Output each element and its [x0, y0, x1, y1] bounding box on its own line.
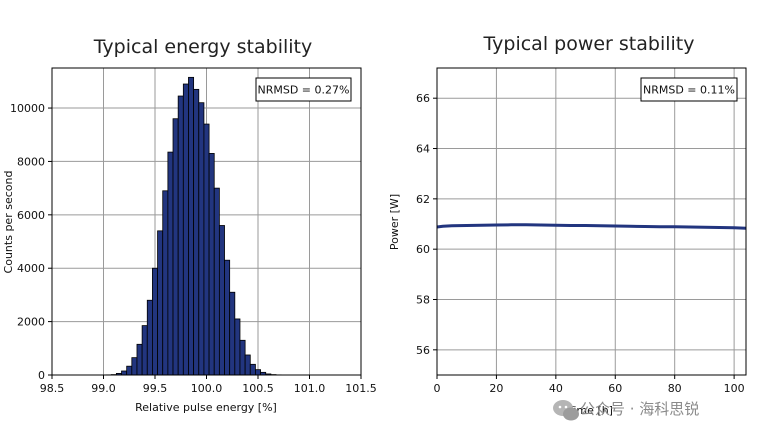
histogram-bar [224, 259, 231, 376]
power-chart-title: Typical power stability [483, 33, 695, 55]
histogram-bar [177, 95, 184, 376]
power-y-tick-label: 66 [416, 92, 430, 105]
histogram-bar [213, 187, 220, 376]
power-y-label: Power [W] [388, 194, 401, 250]
energy-nrmsd-box [255, 77, 352, 102]
histogram-bar [167, 151, 174, 376]
histogram-bar [152, 267, 158, 376]
power-x-ticks: 0 20 40 60 80 100 [434, 375, 745, 395]
histogram-bar [126, 365, 133, 376]
power-grid [436, 68, 746, 375]
power-x-tick-label: 100 [724, 382, 745, 395]
histogram-bar [157, 230, 164, 376]
power-y-tick-label: 56 [416, 344, 430, 357]
histogram-bar [146, 299, 153, 376]
histogram-bar [141, 325, 148, 376]
histogram-bar [255, 369, 261, 376]
power-nrmsd-box [640, 77, 738, 102]
energy-histogram-chart: Typical energy stability 98.5 99.0 99.5 100… [2, 36, 377, 414]
histogram-bar [121, 370, 128, 376]
energy-y-tick-label: 2000 [17, 316, 45, 329]
histogram-bar [208, 153, 215, 376]
power-y-tick-label: 62 [416, 193, 430, 206]
energy-x-tick-label: 100.0 [191, 382, 223, 395]
power-x-tick-label: 40 [549, 382, 563, 395]
wechat-icon [553, 400, 579, 421]
energy-y-label: Counts per second [2, 171, 15, 274]
power-x-tick-label: 20 [489, 382, 503, 395]
histogram-bar [218, 225, 225, 376]
energy-chart-title: Typical energy stability [93, 36, 312, 58]
power-y-tick-label: 60 [416, 243, 430, 256]
energy-bars [105, 76, 292, 376]
histogram-bar [162, 190, 169, 376]
histogram-bar [136, 343, 143, 376]
power-x-tick-label: 60 [608, 382, 622, 395]
energy-x-tick-label: 101.5 [345, 382, 377, 395]
energy-x-tick-label: 101.0 [294, 382, 326, 395]
power-plot-frame [436, 67, 747, 376]
histogram-bar [172, 118, 179, 376]
power-x-tick-label: 80 [668, 382, 682, 395]
energy-y-tick-label: 4000 [17, 262, 45, 275]
energy-x-tick-label: 99.0 [91, 382, 116, 395]
power-x-tick-label: 0 [434, 382, 441, 395]
power-y-tick-label: 58 [416, 294, 430, 307]
energy-y-tick-label: 10000 [10, 102, 45, 115]
energy-y-ticks: 0 2000 4000 6000 8000 10000 [10, 102, 52, 382]
histogram-bar [229, 291, 236, 376]
energy-x-ticks: 98.5 99.0 99.5 100.0 100.5 101.0 101.5 [40, 375, 377, 395]
energy-y-tick-label: 0 [38, 369, 45, 382]
histogram-bar [182, 83, 189, 376]
histogram-bar [198, 102, 205, 376]
energy-x-label: Relative pulse energy [%] [135, 401, 277, 414]
power-series-line [436, 223, 747, 230]
power-y-ticks: 56 58 60 62 64 66 [416, 92, 437, 357]
power-line-chart: Typical power stability 0 20 40 60 80 100 565… [388, 33, 747, 417]
energy-y-tick-label: 8000 [17, 155, 45, 168]
energy-x-tick-label: 99.5 [143, 382, 168, 395]
histogram-bar [234, 318, 241, 376]
histogram-bar [193, 88, 200, 376]
energy-x-tick-label: 100.5 [242, 382, 274, 395]
energy-grid [51, 68, 362, 376]
energy-nrmsd-label: NRMSD = 0.27% [258, 84, 350, 97]
power-y-tick-label: 64 [416, 143, 430, 156]
histogram-bar [239, 339, 246, 376]
watermark-text: 公众号 · 海科思锐 [580, 400, 699, 418]
energy-y-tick-label: 6000 [17, 209, 45, 222]
histogram-bar [244, 354, 251, 376]
histogram-bar [249, 363, 256, 376]
watermark: 公众号 · 海科思锐 [553, 400, 699, 421]
histogram-bar [188, 76, 195, 376]
histogram-bar [131, 357, 138, 376]
power-nrmsd-label: NRMSD = 0.11% [643, 84, 735, 97]
energy-x-tick-label: 98.5 [40, 382, 65, 395]
histogram-bar [203, 123, 210, 376]
